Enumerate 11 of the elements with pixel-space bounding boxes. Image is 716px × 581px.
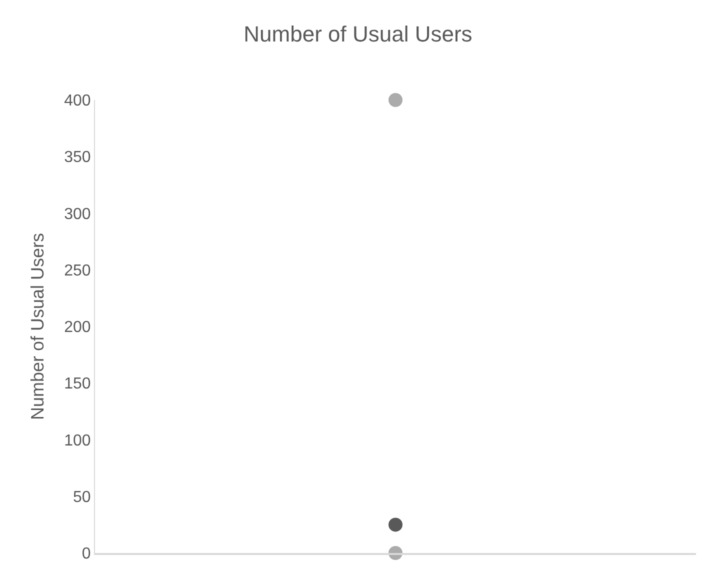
y-tick-label: 200 (64, 319, 91, 336)
y-tick-label: 400 (64, 92, 91, 110)
y-tick-label: 250 (64, 262, 91, 280)
chart-title: Number of Usual Users (244, 22, 472, 47)
y-tick-label: 100 (64, 432, 91, 450)
y-tick-label: 150 (64, 376, 91, 393)
y-tick-label: 50 (73, 488, 91, 506)
y-tick-label: 350 (64, 149, 91, 166)
y-tick-label: 300 (64, 206, 91, 223)
y-axis-title: Number of Usual Users (27, 232, 48, 420)
y-tick-label: 0 (82, 546, 91, 563)
